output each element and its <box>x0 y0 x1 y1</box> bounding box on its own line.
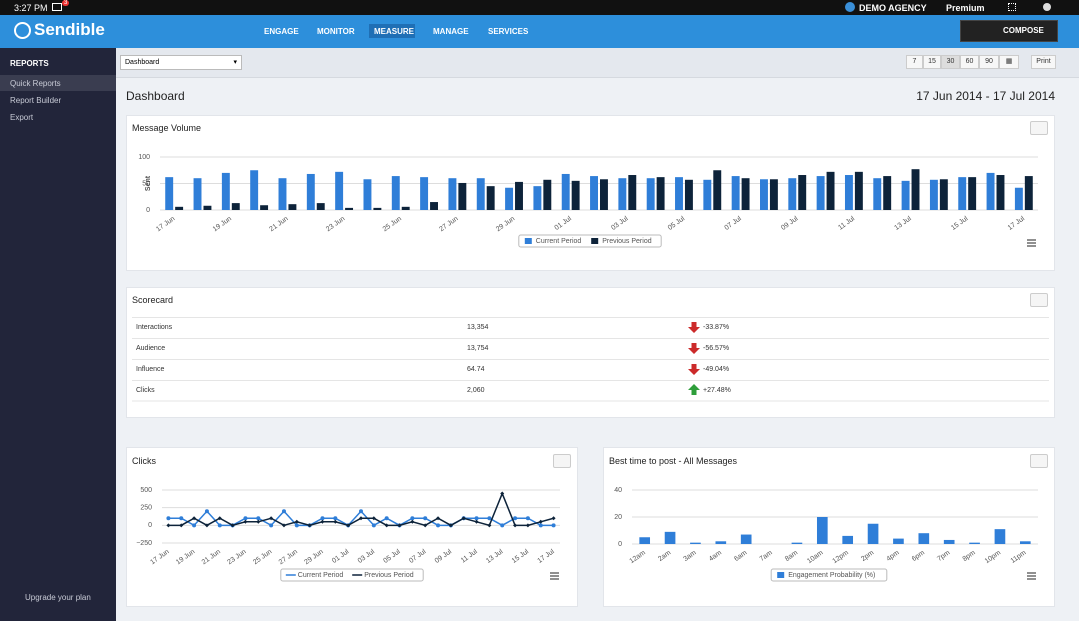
panel-title: Message Volume <box>132 123 202 133</box>
refresh-button[interactable] <box>1030 293 1048 307</box>
active-item <box>0 75 116 91</box>
nav-item[interactable]: MANAGE <box>433 27 469 36</box>
score-cell: 64.74 <box>467 366 485 373</box>
score-cell: -56.57% <box>703 345 730 352</box>
nav-item[interactable]: MONITOR <box>317 27 355 36</box>
plan[interactable]: Premium <box>946 3 985 13</box>
status-bar: 3:27 PM 3 DEMO AGENCY Premium <box>0 0 1079 15</box>
sidebar-heading: REPORTS <box>10 59 49 68</box>
score-cell: Interactions <box>136 324 173 331</box>
range-button[interactable]: 15 <box>923 55 941 69</box>
score-cell: -33.87% <box>703 324 730 331</box>
date-range: 17 Jun 2014 - 17 Jul 2014 <box>916 89 1055 103</box>
refresh-button[interactable] <box>1030 454 1048 468</box>
avatar <box>845 2 855 12</box>
score-cell: +27.48% <box>703 387 731 394</box>
panel-title: Scorecard <box>132 295 174 305</box>
compose-label: COMPOSE <box>1003 26 1044 35</box>
time: 3:27 PM <box>14 3 48 13</box>
settings-icon[interactable] <box>1043 3 1051 11</box>
select-label: Dashboard <box>125 59 160 66</box>
apps-icon[interactable] <box>1008 3 1016 11</box>
sidebar-item[interactable]: Report Builder <box>10 96 62 105</box>
score-row: Audience 13,754 -56.57% <box>132 338 1049 359</box>
score-cell: Audience <box>136 345 166 352</box>
scorecard-panel <box>126 287 1055 418</box>
report-select[interactable]: Dashboard ▾ <box>120 55 242 70</box>
sidebar-item[interactable]: Quick Reports <box>10 79 61 88</box>
score-row: Interactions 13,354 -33.87% <box>132 317 1049 338</box>
refresh-button[interactable] <box>1030 121 1048 135</box>
upgrade-link[interactable]: Upgrade your plan <box>25 593 91 602</box>
score-cell: 13,754 <box>467 345 489 352</box>
account[interactable]: DEMO AGENCY <box>859 3 927 13</box>
sidebar-item[interactable]: Export <box>10 113 34 122</box>
clicks-panel <box>126 447 578 607</box>
nav-item[interactable]: MEASURE <box>374 27 415 36</box>
message-volume-panel <box>126 115 1055 271</box>
score-cell: -49.04% <box>703 366 730 373</box>
nav-active <box>369 24 415 38</box>
score-cell: 2,060 <box>467 387 485 394</box>
score-cell: Clicks <box>136 387 155 394</box>
panel-title: Best time to post - All Messages <box>609 456 738 466</box>
calendar-button[interactable]: ▦ <box>999 55 1019 69</box>
range-button[interactable]: 90 <box>979 55 999 69</box>
best-time-panel <box>603 447 1055 607</box>
score-cell: Influence <box>136 366 165 373</box>
score-row: Clicks 2,060 +27.48% <box>132 380 1049 401</box>
nav-bar: Sendible ENGAGE MONITOR MEASURE MANAGE S… <box>0 15 1079 48</box>
range-button[interactable]: 30 <box>941 55 960 69</box>
refresh-button[interactable] <box>553 454 571 468</box>
panel-title: Clicks <box>132 456 156 466</box>
logo[interactable]: Sendible <box>34 20 105 39</box>
mail-icon[interactable] <box>52 3 62 11</box>
nav-item[interactable]: SERVICES <box>488 27 529 36</box>
score-row: Influence 64.74 -49.04% <box>132 359 1049 380</box>
logo-icon <box>14 22 31 39</box>
sidebar: REPORTS Quick Reports Report Builder Exp… <box>0 48 116 621</box>
compose-button[interactable]: COMPOSE <box>960 20 1058 42</box>
page-title: Dashboard <box>126 89 185 103</box>
range-button[interactable]: 7 <box>906 55 923 69</box>
range-button[interactable]: 60 <box>960 55 979 69</box>
score-cell: 13,354 <box>467 324 489 331</box>
nav-item[interactable]: ENGAGE <box>264 27 299 36</box>
print-button[interactable]: Print <box>1031 55 1056 69</box>
badge: 3 <box>62 0 70 6</box>
